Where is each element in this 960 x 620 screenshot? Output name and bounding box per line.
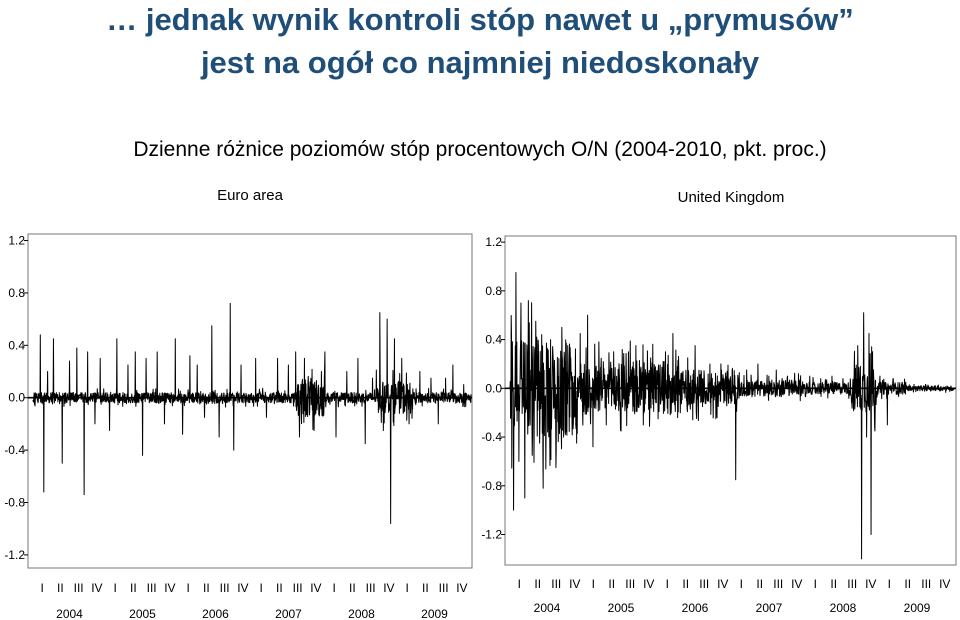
quarter-tick-label: IV (939, 577, 950, 591)
y-tick-label: 0.4 (8, 338, 25, 352)
quarter-tick-label: III (74, 581, 84, 595)
quarter-tick-label: III (293, 581, 303, 595)
quarter-tick-label: I (888, 577, 891, 591)
year-tick-label: 2009 (904, 601, 931, 615)
quarter-tick-label: II (756, 577, 763, 591)
y-tick-label: -0.4 (481, 430, 502, 444)
series-line (32, 302, 472, 524)
quarter-tick-label: III (625, 577, 635, 591)
plot-frame (504, 235, 957, 566)
year-tick-label: 2006 (202, 607, 229, 620)
quarter-tick-label: II (57, 581, 64, 595)
y-tick-label: -0.8 (4, 496, 25, 510)
y-tick-label: 1.2 (485, 235, 502, 249)
year-tick-label: 2005 (129, 607, 156, 620)
y-tick-label: -1.2 (4, 548, 25, 562)
quarter-tick-label: I (405, 581, 408, 595)
quarter-tick-label: III (439, 581, 449, 595)
quarter-tick-label: II (608, 577, 615, 591)
quarter-tick-label: IV (865, 577, 876, 591)
y-tick-label: -0.4 (4, 443, 25, 457)
series-line (509, 272, 955, 560)
year-tick-label: 2008 (830, 601, 857, 615)
quarter-tick-label: I (259, 581, 262, 595)
quarter-tick-label: IV (237, 581, 248, 595)
y-tick-label: 0.4 (485, 333, 502, 347)
quarter-tick-label: IV (569, 577, 580, 591)
quarter-tick-label: I (186, 581, 189, 595)
plot-frame (27, 233, 473, 569)
quarter-tick-label: II (422, 581, 429, 595)
quarter-tick-label: II (349, 581, 356, 595)
quarter-tick-label: III (220, 581, 230, 595)
quarter-tick-label: II (203, 581, 210, 595)
y-tick-label: -0.8 (481, 479, 502, 493)
quarter-tick-label: II (534, 577, 541, 591)
quarter-tick-label: I (40, 581, 43, 595)
quarter-tick-label: I (518, 577, 521, 591)
year-tick-label: 2006 (682, 601, 709, 615)
quarter-tick-label: IV (791, 577, 802, 591)
quarter-tick-label: III (847, 577, 857, 591)
quarter-tick-label: I (332, 581, 335, 595)
quarter-tick-label: I (666, 577, 669, 591)
year-tick-label: 2008 (348, 607, 375, 620)
quarter-tick-label: III (147, 581, 157, 595)
y-tick-label: 0.0 (485, 381, 502, 395)
y-tick-label: 1.2 (8, 234, 25, 248)
quarter-tick-label: I (592, 577, 595, 591)
quarter-tick-label: IV (456, 581, 467, 595)
quarter-tick-label: II (904, 577, 911, 591)
year-tick-label: 2007 (756, 601, 783, 615)
quarter-tick-label: IV (643, 577, 654, 591)
y-tick-label: 0.8 (8, 286, 25, 300)
page-title-line-2: jest na ogół co najmniej niedoskonały (200, 45, 760, 80)
quarter-tick-label: III (773, 577, 783, 591)
y-tick-label: 0.0 (8, 391, 25, 405)
quarter-tick-label: I (113, 581, 116, 595)
page-title-line-1: … jednak wynik kontroli stóp nawet u „pr… (106, 2, 854, 37)
quarter-tick-label: IV (164, 581, 175, 595)
year-tick-label: 2009 (421, 607, 448, 620)
quarter-tick-label: II (682, 577, 689, 591)
quarter-tick-label: III (551, 577, 561, 591)
year-tick-label: 2004 (534, 601, 561, 615)
y-tick-label: -1.2 (481, 528, 502, 542)
quarter-tick-label: IV (91, 581, 102, 595)
y-tick-label: 0.8 (485, 284, 502, 298)
quarter-tick-label: I (814, 577, 817, 591)
quarter-tick-label: II (276, 581, 283, 595)
quarter-tick-label: IV (383, 581, 394, 595)
quarter-tick-label: II (130, 581, 137, 595)
panel-title: Euro area (217, 187, 284, 204)
year-tick-label: 2007 (275, 607, 302, 620)
quarter-tick-label: II (830, 577, 837, 591)
quarter-tick-label: III (699, 577, 709, 591)
quarter-tick-label: III (366, 581, 376, 595)
quarter-tick-label: IV (717, 577, 728, 591)
quarter-tick-label: I (740, 577, 743, 591)
chart-subtitle: Dzienne różnice poziomów stóp procentowy… (133, 138, 827, 161)
year-tick-label: 2004 (56, 607, 83, 620)
quarter-tick-label: III (921, 577, 931, 591)
quarter-tick-label: IV (310, 581, 321, 595)
year-tick-label: 2005 (608, 601, 635, 615)
panel-title: United Kingdom (678, 189, 785, 206)
